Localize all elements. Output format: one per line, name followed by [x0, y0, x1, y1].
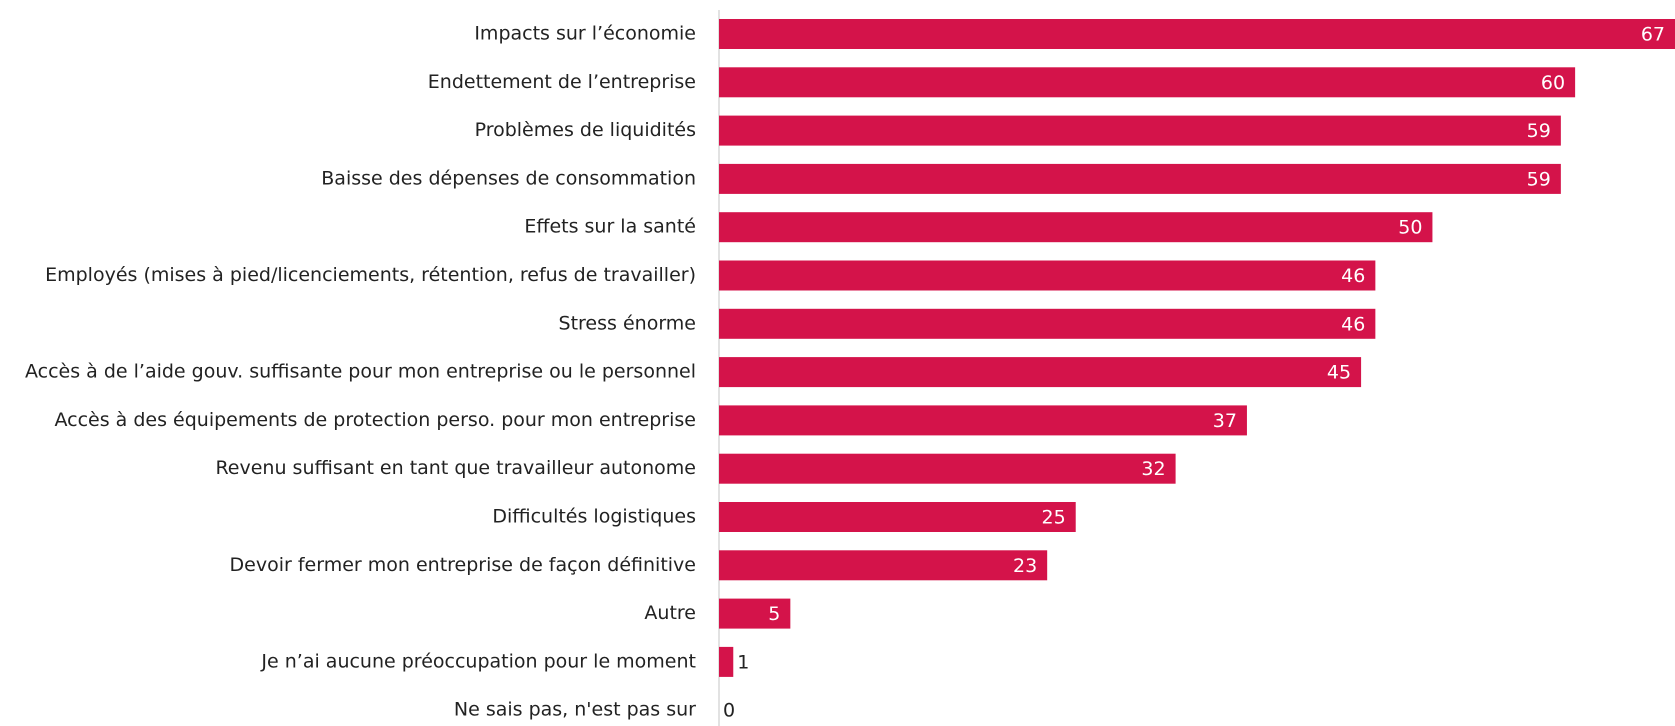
bar — [719, 212, 1433, 243]
bar — [719, 405, 1247, 436]
value-label: 37 — [1213, 410, 1237, 432]
bar — [719, 308, 1376, 339]
bar — [719, 646, 734, 677]
bar — [719, 598, 791, 629]
bar — [719, 357, 1362, 388]
category-label: Difficultés logistiques — [492, 506, 696, 528]
category-label: Autre — [644, 602, 696, 624]
value-label: 45 — [1327, 362, 1351, 384]
bar — [719, 502, 1076, 532]
value-label: 32 — [1141, 458, 1165, 480]
bar — [719, 67, 1576, 98]
category-label: Impacts sur l’économie — [474, 23, 696, 45]
category-label: Accès à de l’aide gouv. suffisante pour … — [25, 361, 696, 383]
value-label: 50 — [1398, 217, 1422, 239]
value-label: 5 — [768, 603, 780, 625]
category-label: Accès à des équipements de protection pe… — [54, 409, 696, 431]
value-label: 60 — [1541, 72, 1565, 94]
category-label: Ne sais pas, n'est pas sur — [454, 699, 696, 721]
value-label: 59 — [1527, 168, 1551, 190]
value-label: 46 — [1341, 265, 1365, 287]
value-label: 0 — [723, 700, 735, 722]
bar — [719, 260, 1376, 291]
bar — [719, 115, 1561, 146]
category-label: Revenu suffisant en tant que travailleur… — [215, 457, 696, 479]
bar — [719, 453, 1176, 484]
bar — [719, 550, 1048, 581]
value-label: 67 — [1641, 24, 1665, 46]
category-label: Je n’ai aucune préoccupation pour le mom… — [260, 650, 696, 672]
value-label: 46 — [1341, 313, 1365, 335]
category-label: Effets sur la santé — [524, 216, 696, 238]
value-label: 23 — [1013, 555, 1037, 577]
category-label: Baisse des dépenses de consommation — [321, 167, 696, 189]
category-label: Stress énorme — [559, 312, 696, 334]
category-label: Employés (mises à pied/licenciements, ré… — [45, 264, 696, 286]
category-label: Problèmes de liquidités — [475, 119, 696, 141]
category-label: Devoir fermer mon entreprise de façon dé… — [230, 554, 696, 576]
bar — [719, 19, 1675, 49]
value-label: 1 — [737, 651, 749, 673]
bar — [719, 163, 1561, 194]
value-label: 59 — [1527, 120, 1551, 142]
value-label: 25 — [1042, 507, 1066, 529]
category-label: Endettement de l’entreprise — [428, 71, 696, 93]
